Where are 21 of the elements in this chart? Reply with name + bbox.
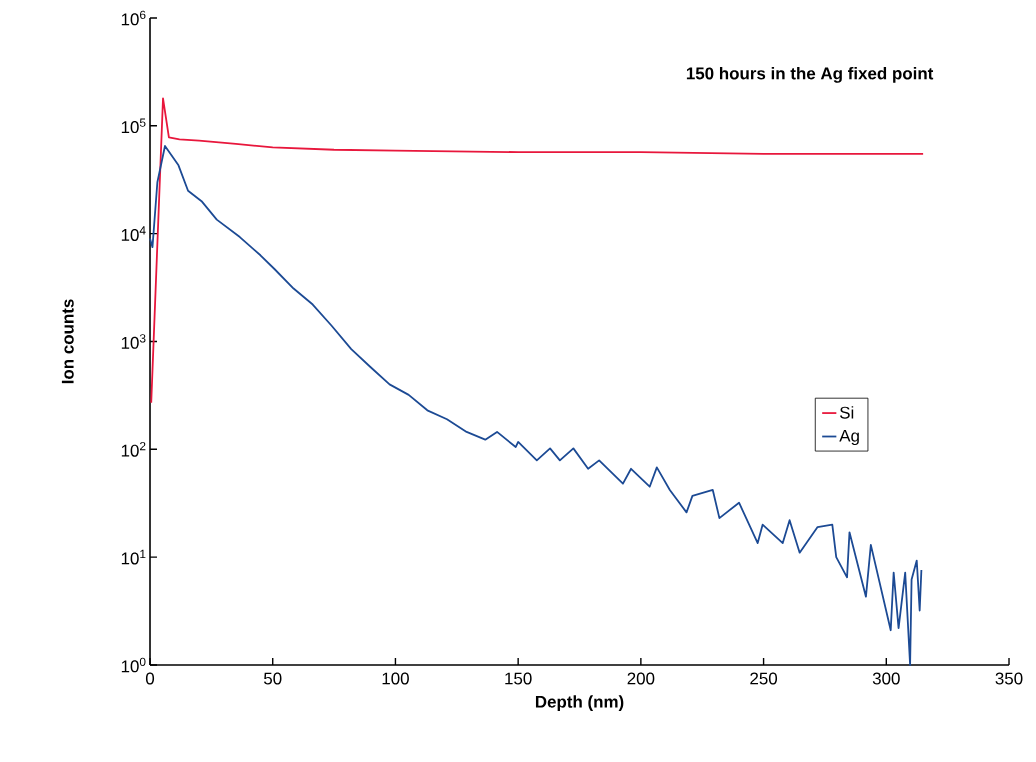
text: 150 hours in the Ag fixed point <box>686 66 934 83</box>
x-tick-label: 150 <box>505 672 532 685</box>
x-tick-label: 100 <box>382 672 409 685</box>
y-tick-label: 10$^{2}$ <box>121 441 146 457</box>
y-tick-label: 10$^{0}$ <box>121 657 146 673</box>
legend-label: Si <box>840 406 854 419</box>
legend-label: Ag <box>839 429 859 446</box>
x-tick-label: 250 <box>750 672 778 685</box>
y-tick-label: 10$^{6}$ <box>121 10 146 26</box>
y-tick-label: 10$^{1}$ <box>121 549 146 565</box>
x-tick-label: 200 <box>627 672 655 685</box>
y-axis-title: Ion counts <box>61 299 74 384</box>
x-tick-label: 300 <box>872 672 900 685</box>
x-tick-label: 0 <box>145 672 155 685</box>
x-tick-label: 350 <box>995 672 1023 685</box>
y-tick-label: 10$^{4}$ <box>121 226 146 241</box>
line-series <box>149 145 923 666</box>
y-tick-label: 10$^{5}$ <box>121 118 146 134</box>
y-tick-label: 10$^{3}$ <box>121 334 146 349</box>
x-tick-label: 50 <box>263 672 282 685</box>
x-axis-title: Depth (nm) <box>535 695 624 712</box>
